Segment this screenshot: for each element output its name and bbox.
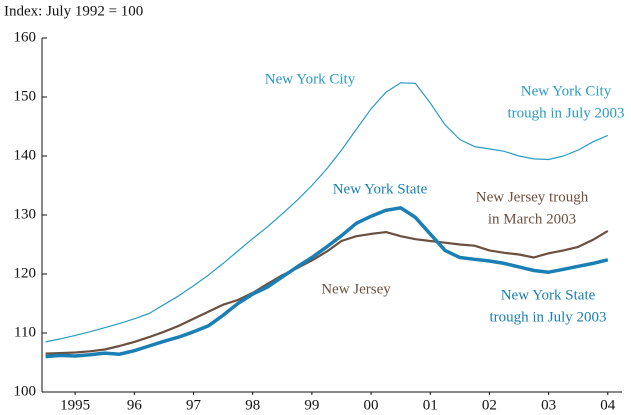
x-tick-label: 97	[186, 397, 202, 413]
x-tick-label: 00	[364, 397, 379, 413]
annotation: New Jersey trough	[476, 189, 589, 205]
y-tick-label: 140	[14, 147, 37, 163]
x-tick-label: 99	[304, 397, 319, 413]
x-tick-label: 98	[245, 397, 260, 413]
x-tick-label: 96	[127, 397, 143, 413]
annotation: New York City	[265, 71, 356, 87]
annotation: New York State	[333, 181, 428, 197]
series-line	[45, 229, 609, 355]
y-axis-label: Index: July 1992 = 100	[4, 3, 143, 19]
x-tick-label: 03	[541, 397, 556, 413]
annotation: New Jersey	[321, 281, 391, 297]
annotation: trough in July 2003	[507, 105, 624, 121]
x-tick-label: 02	[482, 397, 497, 413]
y-tick-label: 120	[14, 265, 37, 281]
annotation: New York City	[521, 83, 612, 99]
x-tick-label: 04	[600, 397, 616, 413]
annotation: trough in July 2003	[489, 309, 606, 325]
annotation: in March 2003	[488, 211, 576, 227]
y-tick-label: 100	[14, 383, 37, 399]
x-tick-label: 1995	[60, 397, 90, 413]
y-tick-label: 130	[14, 206, 37, 222]
x-tick-label: 01	[423, 397, 438, 413]
y-tick-label: 150	[14, 88, 37, 104]
y-tick-label: 110	[14, 324, 36, 340]
y-tick-label: 160	[14, 29, 37, 45]
annotation: New York State	[501, 287, 596, 303]
series-line	[45, 206, 609, 359]
series-line	[45, 82, 609, 343]
